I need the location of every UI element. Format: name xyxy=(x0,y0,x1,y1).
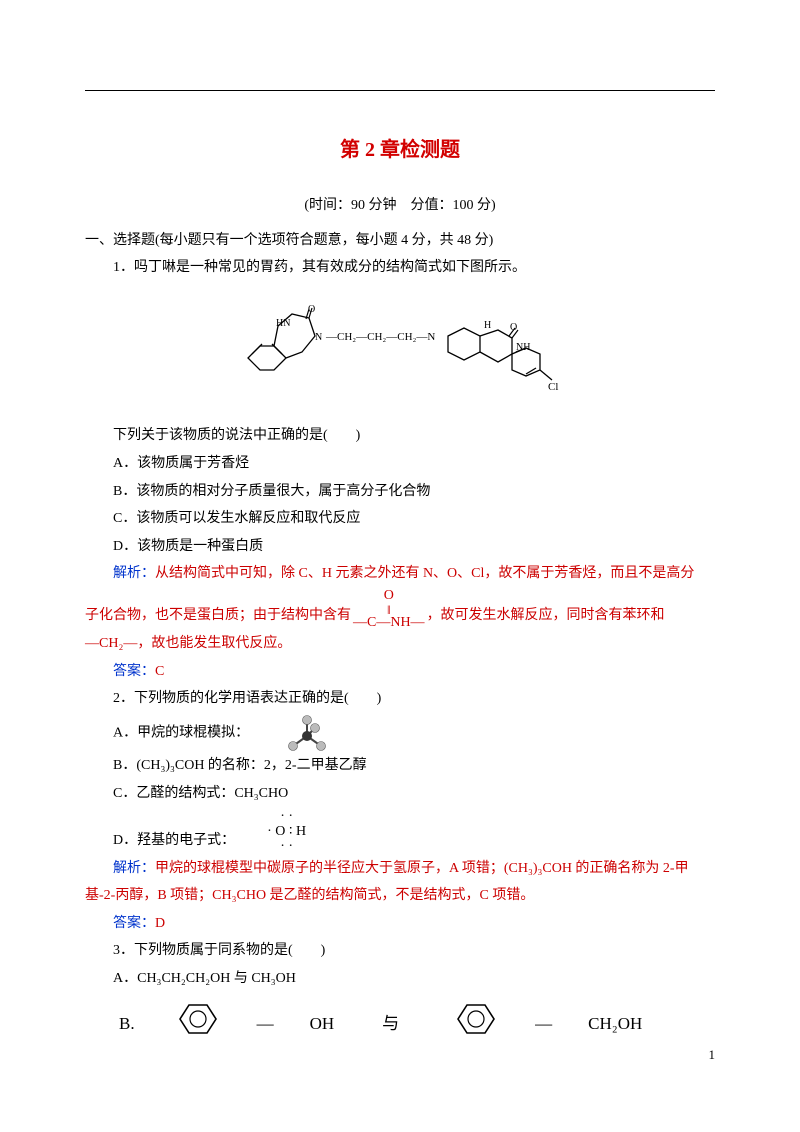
label-chain: —CH₂—CH₂—CH₂—N xyxy=(325,331,435,343)
ohdot-l1: · · xyxy=(239,809,306,824)
q3-opt-a: A．CH₃CH₂CH₂OH 与 CH₃OH xyxy=(85,966,715,993)
exam-meta: (时间：90 分钟 分值：100 分) xyxy=(85,193,715,220)
analysis-label: 解析： xyxy=(113,861,155,876)
benzene-hex-left xyxy=(138,999,218,1050)
q1-opt-c: C．该物质可以发生水解反应和取代反应 xyxy=(85,506,715,533)
label-cl: Cl xyxy=(548,381,558,393)
amide-cnh: —C—NH— xyxy=(353,615,425,630)
q1-analysis-text1: 从结构简式中可知，除 C、H 元素之外还有 N、O、Cl，故不属于芳香烃，而且不… xyxy=(155,566,694,581)
q2-answer: 答案：D xyxy=(85,911,715,938)
q2-opt-b: B．(CH₃)₃COH 的名称：2，2-二甲基乙醇 xyxy=(85,753,715,780)
top-rule xyxy=(85,90,715,91)
q1-analysis-line3: —CH₂—，故也能发生取代反应。 xyxy=(85,631,715,658)
amide-fragment: O ‖ —C—NH— xyxy=(353,589,425,630)
q3-opt-b-mid: 与 xyxy=(348,1008,399,1040)
q3-opt-b-right-label: CH₂OH xyxy=(554,1008,642,1040)
q1-analysis-line2: 子化合物，也不是蛋白质；由于结构中含有 O ‖ —C—NH— ，故可发生水解反应… xyxy=(85,589,715,630)
answer-label: 答案： xyxy=(113,916,155,931)
q1-opt-b: B．该物质的相对分子质量很大，属于高分子化合物 xyxy=(85,479,715,506)
q2-stem: 2．下列物质的化学用语表达正确的是( ) xyxy=(85,686,715,713)
benzene-hex-right xyxy=(416,999,496,1050)
q1-analysis-line1: 解析：从结构简式中可知，除 C、H 元素之外还有 N、O、Cl，故不属于芳香烃，… xyxy=(85,561,715,588)
label-h-right: H xyxy=(484,320,491,331)
q1-analysis-text3: —CH₂—，故也能发生取代反应。 xyxy=(85,636,291,651)
section-header: 一、选择题(每小题只有一个选项符合题意，每小题 4 分，共 48 分) xyxy=(85,228,715,255)
q1-answer: 答案：C xyxy=(85,659,715,686)
answer-label: 答案： xyxy=(113,664,155,679)
q1-analysis-text2b: ，故可发生水解反应，同时含有苯环和 xyxy=(427,603,665,630)
q2-opt-a: A．甲烷的球棍模拟： xyxy=(85,714,715,753)
hydroxyl-electron-formula: · · · O ∶ H · · xyxy=(239,809,306,855)
label-o-right: O xyxy=(510,322,517,333)
q2-answer-letter: D xyxy=(155,916,165,931)
q2-opt-d-pre: D．羟基的电子式： xyxy=(85,828,235,855)
page-title: 第 2 章检测题 xyxy=(85,131,715,169)
label-hn: HN xyxy=(276,318,290,329)
q2-analysis-line1: 解析：甲烷的球棍模型中碳原子的半径应大于氢原子，A 项错；(CH₃)₃COH 的… xyxy=(85,856,715,883)
q1-opt-d: D．该物质是一种蛋白质 xyxy=(85,534,715,561)
q2-analysis-text2: 基-2-丙醇，B 项错；CH₃CHO 是乙醛的结构简式，不是结构式，C 项错。 xyxy=(85,888,534,903)
q2-opt-c: C．乙醛的结构式：CH₃CHO xyxy=(85,781,715,808)
ohdot-l2: · O ∶ H xyxy=(239,824,306,839)
ohdot-l3: · · xyxy=(239,839,306,854)
page-number: 1 xyxy=(709,1047,716,1063)
q3-opt-b: B. — OH 与 — CH₂OH xyxy=(85,999,715,1050)
q2-opt-a-text: A．甲烷的球棍模拟： xyxy=(113,725,249,740)
q2-analysis-text1: 甲烷的球棍模型中碳原子的半径应大于氢原子，A 项错；(CH₃)₃COH 的正确名… xyxy=(155,861,689,876)
q1-after: 下列关于该物质的说法中正确的是( ) xyxy=(85,423,715,450)
q1-opt-a: A．该物质属于芳香烃 xyxy=(85,451,715,478)
q2-opt-d: D．羟基的电子式： · · · O ∶ H · · xyxy=(85,809,715,855)
q3-opt-b-prefix: B. xyxy=(85,1008,135,1040)
q1-structure-diagram: HN O N —CH₂—CH₂—CH₂—N H O NH xyxy=(85,288,715,414)
q1-analysis-text2a: 子化合物，也不是蛋白质；由于结构中含有 xyxy=(85,603,351,630)
analysis-label: 解析： xyxy=(113,566,155,581)
amide-o: O xyxy=(384,588,394,603)
label-n-left: N xyxy=(315,332,322,343)
q1-answer-letter: C xyxy=(155,664,164,679)
q3-stem: 3．下列物质属于同系物的是( ) xyxy=(85,938,715,965)
q1-stem: 1．吗丁啉是一种常见的胃药，其有效成分的结构简式如下图所示。 xyxy=(85,255,715,282)
q3-opt-b-left-label: OH xyxy=(276,1008,335,1040)
q2-analysis-line2: 基-2-丙醇，B 项错；CH₃CHO 是乙醛的结构简式，不是结构式，C 项错。 xyxy=(85,883,715,910)
